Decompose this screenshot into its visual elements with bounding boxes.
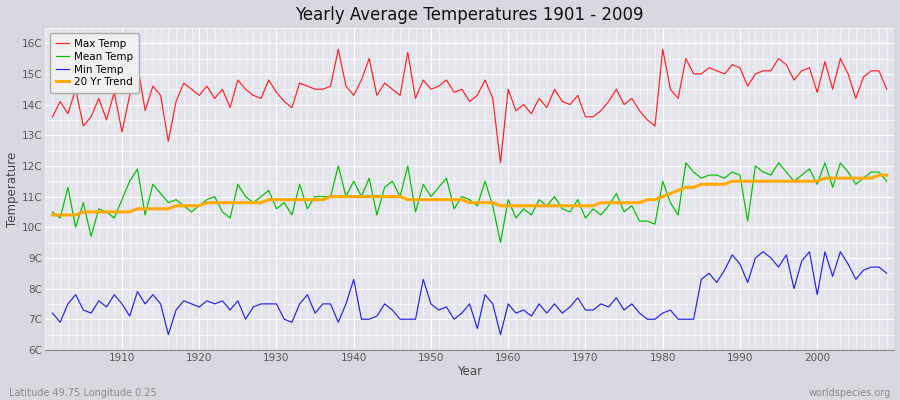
Max Temp (279, 99, 290, 104)
Mean Temp (279, 200, 290, 205)
Mean Temp (109, 216, 120, 220)
Line: 20 Yr Trend: 20 Yr Trend (52, 175, 886, 215)
20 Yr Trend (47, 212, 58, 217)
20 Yr Trend (596, 200, 607, 205)
Max Temp (495, 160, 506, 165)
Min Temp (47, 311, 58, 316)
Min Temp (163, 332, 174, 337)
Text: Latitude 49.75 Longitude 0.25: Latitude 49.75 Longitude 0.25 (9, 388, 157, 398)
Max Temp (611, 87, 622, 92)
Min Temp (286, 320, 297, 325)
Title: Yearly Average Temperatures 1901 - 2009: Yearly Average Temperatures 1901 - 2009 (295, 6, 644, 24)
Line: Max Temp: Max Temp (52, 49, 886, 163)
20 Yr Trend (495, 203, 506, 208)
Legend: Max Temp, Mean Temp, Min Temp, 20 Yr Trend: Max Temp, Mean Temp, Min Temp, 20 Yr Tre… (50, 33, 140, 94)
Max Temp (47, 114, 58, 119)
Min Temp (881, 271, 892, 276)
Text: worldspecies.org: worldspecies.org (809, 388, 891, 398)
X-axis label: Year: Year (457, 366, 482, 378)
Line: Min Temp: Min Temp (52, 252, 886, 334)
Mean Temp (680, 160, 691, 165)
Line: Mean Temp: Mean Temp (52, 163, 886, 242)
Mean Temp (881, 179, 892, 184)
Max Temp (333, 47, 344, 52)
20 Yr Trend (881, 173, 892, 178)
Min Temp (603, 304, 614, 309)
Min Temp (109, 292, 120, 297)
20 Yr Trend (109, 210, 120, 214)
Mean Temp (603, 203, 614, 208)
Min Temp (333, 320, 344, 325)
20 Yr Trend (279, 197, 290, 202)
Y-axis label: Temperature: Temperature (5, 151, 19, 226)
Max Temp (109, 90, 120, 95)
Min Temp (503, 302, 514, 306)
Mean Temp (47, 210, 58, 214)
Max Temp (325, 84, 336, 88)
20 Yr Trend (325, 194, 336, 199)
Mean Temp (503, 197, 514, 202)
Max Temp (881, 87, 892, 92)
20 Yr Trend (874, 173, 885, 178)
Mean Temp (495, 240, 506, 245)
Min Temp (758, 249, 769, 254)
Mean Temp (325, 194, 336, 199)
Min Temp (510, 311, 521, 316)
Max Temp (518, 102, 529, 107)
Mean Temp (510, 216, 521, 220)
20 Yr Trend (503, 203, 514, 208)
Max Temp (510, 108, 521, 113)
